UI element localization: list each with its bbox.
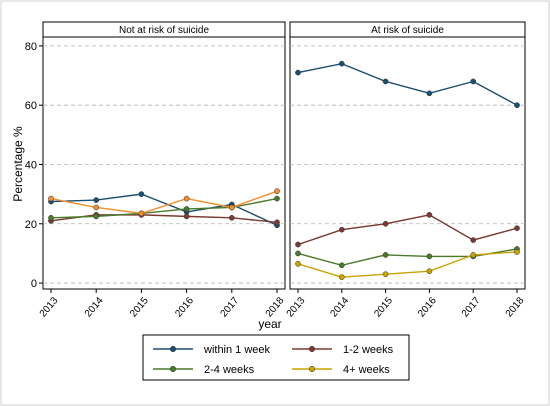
y-axis-label: Percentage % xyxy=(11,126,25,202)
data-point xyxy=(426,90,433,97)
data-point xyxy=(93,197,100,203)
series-line xyxy=(50,214,278,223)
x-tick-label: 2018 xyxy=(264,295,287,319)
legend-marker xyxy=(308,365,316,373)
x-tick-label: 2017 xyxy=(460,295,483,319)
legend-marker xyxy=(169,345,177,353)
data-point xyxy=(295,69,301,76)
data-point xyxy=(274,188,280,195)
data-point xyxy=(338,262,345,269)
data-point xyxy=(183,206,190,212)
series-line xyxy=(50,190,278,215)
data-point xyxy=(295,250,301,257)
data-point xyxy=(426,212,433,218)
legend-label: within 1 week xyxy=(203,344,271,356)
data-point xyxy=(183,195,190,202)
x-tick-label: 2013 xyxy=(285,295,308,319)
y-tick-label: 40 xyxy=(25,159,37,171)
data-point xyxy=(48,195,54,202)
x-tick-label: 2015 xyxy=(128,295,151,319)
legend-box xyxy=(142,334,410,381)
data-point xyxy=(228,204,235,211)
x-tick-label: 2016 xyxy=(173,295,196,319)
x-tick-label: 2014 xyxy=(329,295,352,319)
x-axis-label: year xyxy=(258,317,281,331)
data-point xyxy=(338,274,345,280)
series-line xyxy=(50,197,278,219)
x-tick-label: 2014 xyxy=(83,295,106,319)
x-tick-label: 2018 xyxy=(504,295,527,319)
series-line xyxy=(50,193,278,226)
data-point xyxy=(93,204,100,211)
series-line xyxy=(297,214,518,246)
data-point xyxy=(470,78,477,85)
data-point xyxy=(338,226,345,233)
data-point xyxy=(382,271,389,278)
data-point xyxy=(382,78,389,85)
data-point xyxy=(274,195,280,202)
data-point xyxy=(470,237,477,243)
data-point xyxy=(514,225,520,232)
plot-area xyxy=(42,36,286,290)
data-point xyxy=(274,219,280,226)
series-line xyxy=(297,62,518,106)
data-point xyxy=(228,214,235,221)
data-point xyxy=(514,102,520,109)
panel-title: At risk of suicide xyxy=(371,25,444,36)
y-tick-label: 60 xyxy=(25,100,37,112)
data-point xyxy=(338,60,345,67)
data-point xyxy=(514,249,520,255)
data-point xyxy=(183,213,190,220)
x-tick-label: 2013 xyxy=(38,295,61,319)
data-point xyxy=(138,210,145,217)
legend-marker xyxy=(308,345,316,353)
data-point xyxy=(93,213,100,220)
data-point xyxy=(426,268,433,275)
legend-marker xyxy=(169,365,177,373)
series-line xyxy=(297,248,518,267)
data-point xyxy=(426,253,433,260)
data-point xyxy=(295,241,301,248)
plot-area xyxy=(289,36,526,290)
series-line xyxy=(297,251,518,278)
x-tick-label: 2015 xyxy=(372,295,395,319)
y-tick-label: 0 xyxy=(31,278,37,290)
x-tick-label: 2017 xyxy=(219,295,242,319)
legend-label: 1-2 weeks xyxy=(343,344,394,356)
panel-title: Not at risk of suicide xyxy=(119,25,209,36)
data-point xyxy=(470,252,477,258)
y-tick-label: 20 xyxy=(25,219,37,231)
legend-label: 2-4 weeks xyxy=(204,364,255,376)
data-point xyxy=(138,191,145,197)
data-point xyxy=(48,214,54,221)
x-tick-label: 2016 xyxy=(416,295,439,319)
legend-label: 4+ weeks xyxy=(343,364,390,376)
data-point xyxy=(382,252,389,258)
y-tick-label: 80 xyxy=(25,41,37,53)
data-point xyxy=(295,260,301,267)
data-point xyxy=(382,220,389,227)
